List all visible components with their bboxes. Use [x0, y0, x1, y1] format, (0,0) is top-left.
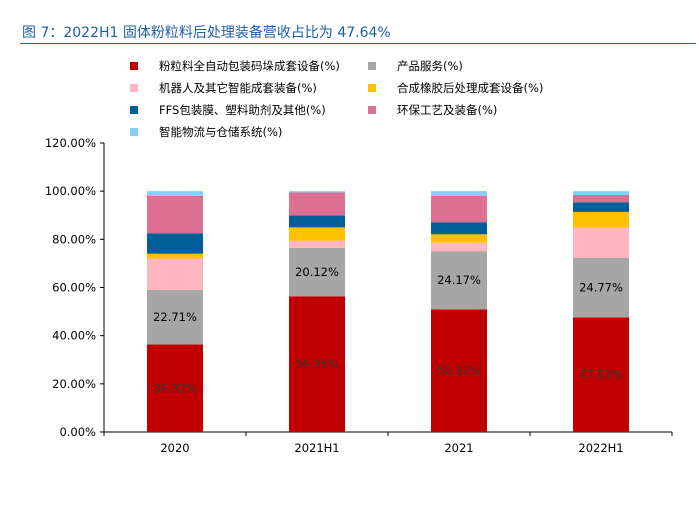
- legend-swatch-rubber: [368, 84, 376, 92]
- legend-label-packaging: 粉粒料全自动包装码垛成套设备(%): [159, 59, 340, 73]
- bar-segment: [289, 296, 345, 432]
- legend-swatch-logistics: [130, 128, 138, 136]
- bar-segment: [573, 195, 629, 203]
- legend-swatch-environment: [368, 106, 376, 114]
- data-label: 22.71%: [153, 310, 197, 324]
- bar-segment: [431, 234, 487, 243]
- data-label: 50.93%: [437, 364, 481, 378]
- bar-segment: [147, 233, 203, 254]
- bar-segment: [431, 242, 487, 252]
- bar-segment: [147, 195, 203, 234]
- legend-swatch-ffs: [130, 106, 138, 114]
- legend-label-logistics: 智能物流与仓储系统(%): [159, 125, 283, 139]
- chart-legend: 粉粒料全自动包装码垛成套设备(%) 产品服务(%) 机器人及其它智能成套装备(%…: [130, 58, 670, 148]
- bar-segment: [573, 227, 629, 258]
- bar-segment: [147, 191, 203, 196]
- y-tick-label: 80.00%: [52, 232, 96, 246]
- bar-segment: [147, 253, 203, 259]
- title-divider: [20, 43, 696, 44]
- bar-segment: [289, 227, 345, 241]
- legend-swatch-robot: [130, 84, 138, 92]
- y-tick-label: 60.00%: [52, 281, 96, 295]
- legend-swatch-service: [368, 62, 376, 70]
- bar-segment: [147, 344, 203, 432]
- y-tick-label: 40.00%: [52, 329, 96, 343]
- legend-label-ffs: FFS包装膜、塑料助剂及其他(%): [159, 103, 326, 117]
- legend-label-rubber: 合成橡胶后处理成套设备(%): [397, 81, 544, 95]
- x-tick-label: 2021: [444, 441, 473, 455]
- bar-segment: [431, 251, 487, 310]
- legend-swatch-packaging: [130, 62, 138, 70]
- bar-segment: [431, 195, 487, 223]
- y-tick-label: 20.00%: [52, 377, 96, 391]
- data-label: 24.17%: [437, 273, 481, 287]
- bar-segment: [289, 247, 345, 297]
- y-tick-label: 100.00%: [45, 184, 96, 198]
- y-tick-label: 120.00%: [45, 136, 96, 150]
- data-label: 56.35%: [295, 357, 339, 371]
- data-label: 20.12%: [295, 265, 339, 279]
- bar-segment: [573, 202, 629, 212]
- bar-segment: [431, 309, 487, 432]
- bar-segment: [289, 191, 345, 193]
- data-label: 36.32%: [153, 381, 197, 395]
- bar-segment: [289, 215, 345, 228]
- bar-segment: [289, 240, 345, 248]
- bar-segment: [431, 222, 487, 235]
- data-label: 24.77%: [579, 280, 623, 294]
- x-tick-label: 2021H1: [294, 441, 339, 455]
- x-tick-label: 2020: [160, 441, 189, 455]
- y-tick-label: 0.00%: [59, 425, 96, 439]
- x-tick-label: 2022H1: [578, 441, 623, 455]
- bar-segment: [573, 317, 629, 432]
- data-label: 47.63%: [579, 368, 623, 382]
- figure-header: 图 7：2022H1 固体粉粒料后处理装备营收占比为 47.64%: [0, 0, 699, 44]
- bar-segment: [147, 289, 203, 345]
- bar-segment: [573, 211, 629, 228]
- bar-segment: [289, 192, 345, 216]
- bar-segment: [573, 191, 629, 196]
- figure-title: 图 7：2022H1 固体粉粒料后处理装备营收占比为 47.64%: [22, 25, 391, 41]
- legend-label-environment: 环保工艺及装备(%): [397, 103, 498, 117]
- bar-segment: [431, 191, 487, 196]
- bar-segment: [573, 257, 629, 318]
- legend-label-robot: 机器人及其它智能成套装备(%): [159, 81, 317, 95]
- legend-label-service: 产品服务(%): [397, 59, 463, 73]
- bar-segment: [147, 258, 203, 290]
